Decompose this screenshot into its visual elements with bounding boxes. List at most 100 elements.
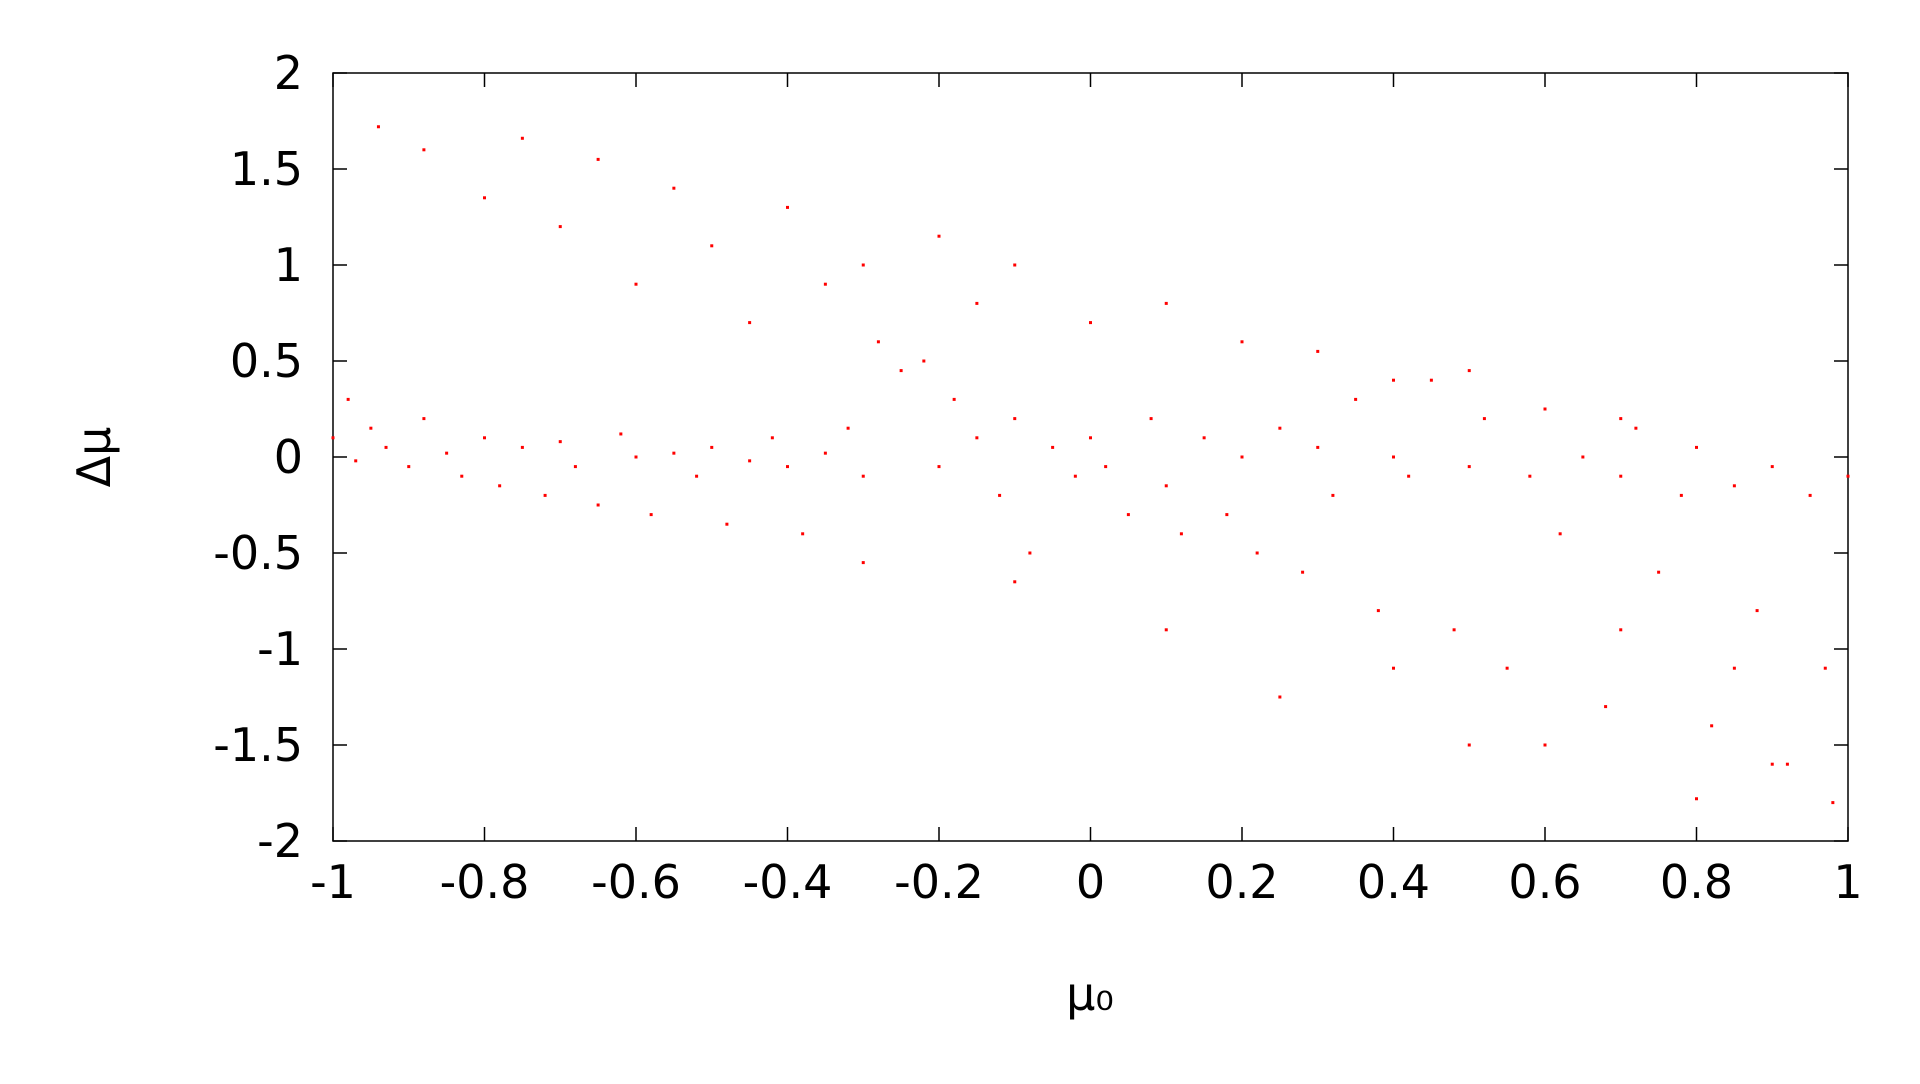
point xyxy=(1278,426,1282,430)
point xyxy=(369,426,373,430)
point xyxy=(1808,493,1812,497)
point xyxy=(1505,666,1509,670)
point xyxy=(1695,445,1698,449)
x-axis-label: μ₀ xyxy=(1066,967,1114,1021)
point xyxy=(1255,551,1259,555)
point xyxy=(1354,397,1358,401)
point xyxy=(710,244,714,248)
point xyxy=(748,321,752,325)
x-tick-label: -0.8 xyxy=(440,855,530,909)
y-axis-label: Δμ xyxy=(67,427,121,488)
point xyxy=(1073,474,1077,478)
point xyxy=(748,459,752,463)
point xyxy=(1051,445,1055,449)
point xyxy=(876,340,880,344)
point xyxy=(445,451,449,455)
point xyxy=(376,125,380,129)
point xyxy=(1846,474,1850,478)
point xyxy=(1149,417,1153,421)
point xyxy=(634,455,638,459)
point xyxy=(1164,484,1168,488)
point xyxy=(1467,369,1471,373)
point xyxy=(1581,455,1585,459)
point xyxy=(770,436,774,440)
y-tick-label: -0.5 xyxy=(213,526,303,580)
x-tick-label: 0.8 xyxy=(1660,855,1733,909)
point xyxy=(1013,263,1017,267)
point xyxy=(710,445,714,449)
point xyxy=(1240,340,1244,344)
point xyxy=(407,465,411,469)
y-tick-label: 1 xyxy=(274,238,303,292)
point xyxy=(1429,378,1433,382)
point xyxy=(1695,797,1698,801)
point xyxy=(1179,532,1183,536)
point xyxy=(1376,609,1380,613)
point xyxy=(1089,436,1092,440)
point xyxy=(1710,724,1714,728)
point xyxy=(483,196,486,200)
point xyxy=(1770,465,1774,469)
y-tick-label: -2 xyxy=(257,814,303,868)
point xyxy=(384,445,388,449)
x-tick-label: 0 xyxy=(1076,855,1105,909)
point xyxy=(823,282,827,286)
point xyxy=(1657,570,1661,574)
point xyxy=(1679,493,1683,497)
x-tick-label: 0.6 xyxy=(1508,855,1581,909)
point xyxy=(937,234,941,238)
point xyxy=(1202,436,1206,440)
point xyxy=(558,225,562,229)
point xyxy=(861,263,865,267)
x-tick-label: 1 xyxy=(1833,855,1862,909)
point xyxy=(801,532,805,536)
point xyxy=(1126,513,1130,517)
point xyxy=(1392,666,1395,670)
point xyxy=(672,451,676,455)
point xyxy=(1407,474,1411,478)
point xyxy=(1392,455,1395,459)
point xyxy=(422,148,426,152)
point xyxy=(649,513,653,517)
point xyxy=(634,282,638,286)
x-tick-label: 0.2 xyxy=(1205,855,1278,909)
point xyxy=(1225,513,1229,517)
point xyxy=(1634,426,1638,430)
point xyxy=(1619,417,1623,421)
point xyxy=(1013,417,1017,421)
point xyxy=(1316,445,1320,449)
point xyxy=(1732,666,1736,670)
point xyxy=(573,465,577,469)
point xyxy=(1164,628,1168,632)
point xyxy=(346,397,350,401)
point xyxy=(1316,349,1320,353)
x-tick-label: -1 xyxy=(310,855,356,909)
point xyxy=(1543,407,1547,411)
point xyxy=(558,440,562,444)
plot-frame xyxy=(332,72,1849,842)
x-tick-label: 0.4 xyxy=(1357,855,1430,909)
point xyxy=(786,205,789,209)
point xyxy=(1028,551,1032,555)
point xyxy=(483,436,486,440)
point xyxy=(1240,455,1244,459)
point xyxy=(1467,465,1471,469)
point xyxy=(596,503,600,507)
point xyxy=(520,445,524,449)
point xyxy=(861,474,865,478)
point xyxy=(1785,762,1789,766)
point xyxy=(1467,743,1471,747)
y-tick-label: -1 xyxy=(257,622,303,676)
point xyxy=(1301,570,1305,574)
point xyxy=(695,474,699,478)
point xyxy=(1770,762,1774,766)
point xyxy=(786,465,789,469)
y-tick-label: 1.5 xyxy=(230,142,303,196)
point xyxy=(1543,743,1547,747)
point xyxy=(672,186,676,190)
y-tick-label: 2 xyxy=(274,46,303,100)
point xyxy=(619,432,623,436)
point xyxy=(899,369,903,373)
point xyxy=(1013,580,1017,584)
